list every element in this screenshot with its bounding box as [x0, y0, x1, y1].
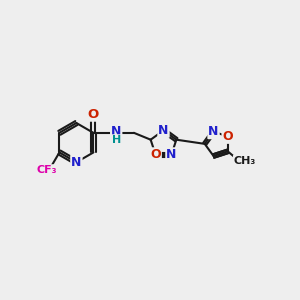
Text: N: N: [158, 124, 169, 137]
Text: CF₃: CF₃: [37, 165, 57, 175]
Text: N: N: [111, 125, 122, 138]
Text: N: N: [208, 125, 219, 138]
Text: N: N: [71, 156, 82, 169]
Text: O: O: [88, 108, 99, 121]
Text: CH₃: CH₃: [234, 156, 256, 166]
Text: H: H: [112, 135, 121, 145]
Text: O: O: [150, 148, 161, 161]
Text: O: O: [223, 130, 233, 143]
Text: N: N: [166, 148, 177, 161]
